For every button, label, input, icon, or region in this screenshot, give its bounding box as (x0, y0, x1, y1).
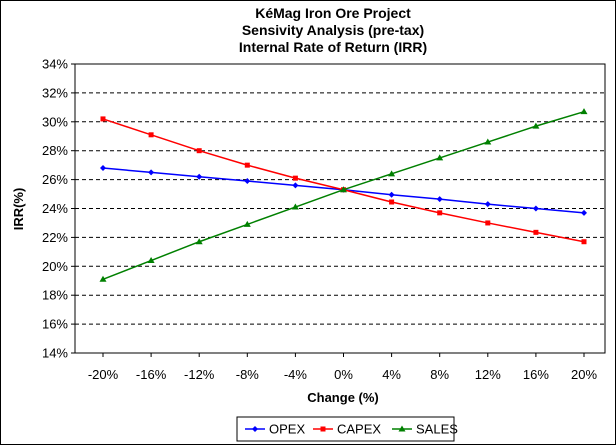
legend-marker (320, 426, 326, 432)
data-point (437, 210, 443, 216)
data-point (484, 201, 491, 208)
data-point (484, 138, 492, 145)
y-tick-label: 20% (42, 259, 68, 274)
x-tick-label: 20% (571, 367, 597, 382)
x-tick-label: -8% (236, 367, 260, 382)
series-layer (99, 108, 588, 282)
data-point (100, 165, 106, 172)
y-tick-label: 30% (42, 114, 68, 129)
x-axis-title: Change (%) (307, 390, 379, 405)
data-point (340, 186, 347, 193)
data-point (147, 257, 155, 264)
data-point (148, 169, 155, 176)
title-line-1: KéMag Iron Ore Project (255, 5, 411, 21)
data-point (244, 178, 251, 185)
y-tick-label: 32% (42, 85, 68, 100)
y-axis-title: IRR(%) (11, 188, 26, 231)
x-tick-label: 4% (382, 367, 401, 382)
legend-label: OPEX (269, 422, 305, 437)
data-point (291, 203, 299, 210)
x-tick-label: 12% (475, 367, 501, 382)
legend-label: CAPEX (337, 422, 381, 437)
legend-marker (252, 426, 258, 432)
y-tick-label: 28% (42, 143, 68, 158)
data-point (196, 148, 202, 154)
y-tick-label: 22% (42, 230, 68, 245)
data-point (389, 199, 395, 205)
legend-item-opex: OPEX (245, 422, 305, 437)
title-line-3: Internal Rate of Return (IRR) (239, 39, 427, 55)
y-axis-ticks: 14% 16% 18% 20% 22% 24% 26% 28% 30% 32% 34% (42, 57, 75, 361)
legend-item-capex: CAPEX (313, 422, 381, 437)
data-point (99, 275, 107, 282)
x-tick-label: 16% (523, 367, 549, 382)
title-line-2: Sensivity Analysis (pre-tax) (242, 22, 424, 38)
data-point (244, 162, 250, 168)
data-point (580, 108, 588, 115)
x-axis-ticks: -20% -16% -12% -8% -4% 0% 4% 8% 12% 16% 20% (88, 353, 597, 382)
data-point (581, 239, 587, 245)
x-tick-label: 8% (430, 367, 449, 382)
data-point (292, 175, 298, 181)
legend-box (236, 416, 455, 442)
data-point (292, 182, 299, 189)
x-tick-label: -16% (136, 367, 167, 382)
y-tick-label: 34% (42, 57, 68, 72)
series-capex (100, 116, 587, 245)
data-point (436, 196, 443, 203)
y-tick-label: 18% (42, 288, 68, 303)
y-tick-label: 14% (42, 346, 68, 361)
series-line-sales (102, 110, 585, 281)
y-tick-label: 24% (42, 201, 68, 216)
legend-marker (398, 425, 406, 432)
data-point (532, 122, 540, 129)
data-point (532, 205, 539, 212)
legend-item-sales: SALES (392, 422, 458, 437)
y-tick-label: 26% (42, 172, 68, 187)
data-point (436, 154, 444, 161)
series-line-capex (102, 118, 585, 243)
data-point (100, 116, 106, 122)
data-point (581, 209, 587, 216)
data-point (388, 191, 395, 198)
data-point (388, 170, 396, 177)
chart-title: KéMag Iron Ore Project Sensivity Analysi… (239, 5, 427, 55)
y-tick-label: 16% (42, 317, 68, 332)
series-sales (99, 108, 588, 282)
x-tick-label: 0% (334, 367, 353, 382)
grid-lines (75, 92, 605, 325)
data-point (485, 220, 491, 226)
data-point (195, 238, 203, 245)
data-point (533, 229, 539, 235)
data-point (196, 173, 203, 180)
x-tick-label: -12% (184, 367, 215, 382)
legend: OPEX CAPEX SALES (236, 416, 458, 442)
x-tick-label: -20% (88, 367, 119, 382)
x-tick-label: -4% (284, 367, 308, 382)
data-point (148, 132, 154, 138)
data-point (243, 220, 251, 227)
legend-label: SALES (416, 422, 458, 437)
